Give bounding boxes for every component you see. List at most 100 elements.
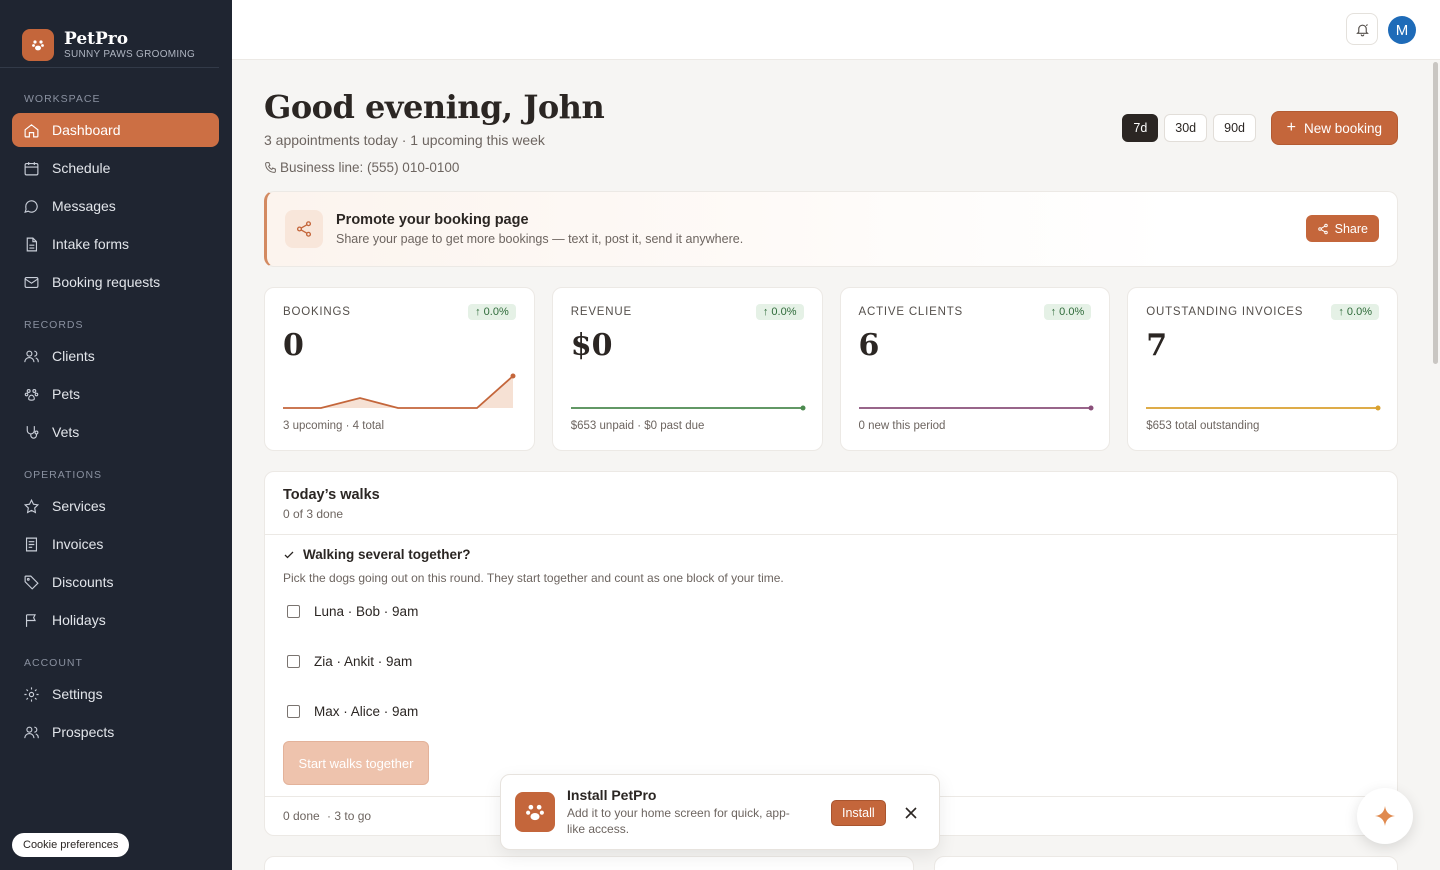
sidebar-item-label: Booking requests	[52, 274, 161, 290]
stat-foot: 3 upcoming · 4 total	[283, 420, 385, 432]
home-icon	[24, 123, 39, 137]
users-icon	[24, 350, 39, 362]
sidebar: PetPro SUNNY PAWS GROOMING WORKSPACE Das…	[0, 0, 232, 870]
appointments-summary: 3 appointments today · 1 upcoming this w…	[264, 132, 545, 148]
walks-done-count: 0 done	[283, 809, 320, 823]
walk-row[interactable]: Max · Alice · 9am	[283, 687, 1379, 735]
range-90d-button[interactable]: 90d	[1213, 114, 1256, 142]
walk-checkbox[interactable]	[287, 604, 300, 618]
walk-row-label: Luna · Bob · 9am	[314, 603, 419, 619]
walks-title: Today’s walks	[283, 487, 380, 503]
page-scrollbar[interactable]	[1433, 62, 1438, 364]
walk-row-label: Max · Alice · 9am	[314, 703, 419, 719]
plus-icon: +	[1286, 119, 1296, 136]
walk-checkbox[interactable]	[287, 654, 300, 668]
install-button[interactable]: Install	[831, 800, 886, 826]
sidebar-item-booking-requests[interactable]: Booking requests	[12, 265, 219, 299]
sidebar-item-messages[interactable]: Messages	[12, 189, 219, 223]
revenue-sparkline	[570, 405, 806, 411]
sidebar-item-schedule[interactable]: Schedule	[12, 151, 219, 185]
walk-row[interactable]: Luna · Bob · 9am	[283, 587, 1379, 635]
sparkle-icon	[1375, 806, 1395, 826]
share-label: Share	[1334, 221, 1368, 236]
stat-value: 6	[858, 328, 880, 363]
stat-label: REVENUE	[570, 306, 632, 318]
walks-header: Today’s walks 0 of 3 done	[265, 472, 1397, 535]
walk-together-title: Walking several together?	[303, 547, 471, 562]
stat-foot: $653 total outstanding	[1146, 420, 1260, 432]
stat-change-badge: ↑ 0.0%	[1331, 304, 1379, 320]
range-selector: 7d 30d 90d	[1122, 114, 1256, 142]
stat-value: 7	[1146, 328, 1168, 363]
sidebar-item-label: Invoices	[52, 536, 104, 552]
brand-name: PetPro	[64, 28, 129, 49]
sidebar-item-settings[interactable]: Settings	[12, 677, 219, 711]
bottom-card-right	[934, 856, 1398, 870]
sidebar-item-label: Services	[52, 498, 106, 514]
paw-logo-icon	[515, 792, 555, 832]
promo-title: Promote your booking page	[336, 212, 529, 228]
range-7d-button[interactable]: 7d	[1122, 114, 1159, 142]
brand[interactable]: PetPro SUNNY PAWS GROOMING	[0, 0, 219, 68]
stats-row: BOOKINGS ↑ 0.0% 0 3 upcoming · 4 total R…	[264, 287, 1398, 451]
stat-change-badge: ↑ 0.0%	[755, 304, 804, 320]
section-account: ACCOUNT	[24, 657, 83, 669]
invoices-sparkline	[1146, 405, 1381, 411]
flag-icon	[25, 613, 36, 627]
sidebar-item-pets[interactable]: Pets	[12, 377, 219, 411]
sidebar-item-dashboard[interactable]: Dashboard	[12, 113, 219, 147]
cookie-preferences-button[interactable]: Cookie preferences	[12, 833, 130, 857]
bottom-card-left	[264, 856, 914, 870]
close-icon[interactable]	[902, 804, 920, 822]
sidebar-item-clients[interactable]: Clients	[12, 339, 219, 373]
stat-value: 0	[283, 328, 304, 363]
stat-foot: $653 unpaid · $0 past due	[570, 420, 705, 432]
start-walks-together-button[interactable]: Start walks together	[283, 741, 429, 785]
walk-checkbox[interactable]	[287, 704, 300, 718]
walk-together-section: Walking several together? Pick the dogs …	[265, 535, 1397, 785]
users-icon	[24, 726, 39, 738]
stat-card-revenue[interactable]: REVENUE ↑ 0.0% $0 $653 unpaid · $0 past …	[551, 287, 823, 451]
sidebar-item-discounts[interactable]: Discounts	[12, 565, 219, 599]
sidebar-item-intake-forms[interactable]: Intake forms	[12, 227, 219, 261]
share-icon	[285, 210, 323, 248]
share-button[interactable]: Share	[1305, 215, 1379, 242]
sidebar-item-label: Discounts	[52, 574, 114, 590]
stat-value: $0	[570, 328, 613, 363]
sidebar-item-vets[interactable]: Vets	[12, 415, 219, 449]
sidebar-item-prospects[interactable]: Prospects	[12, 715, 219, 749]
range-30d-button[interactable]: 30d	[1164, 114, 1208, 142]
promo-banner: Promote your booking page Share your pag…	[264, 191, 1398, 267]
new-booking-button[interactable]: + New booking	[1270, 111, 1398, 145]
walk-row[interactable]: Zia · Ankit · 9am	[283, 637, 1379, 685]
share-icon	[1317, 223, 1328, 234]
walks-togo-count: · 3 to go	[327, 809, 372, 823]
stat-card-outstanding-invoices[interactable]: OUTSTANDING INVOICES ↑ 0.0% 7 $653 total…	[1127, 287, 1398, 451]
tag-icon	[24, 575, 39, 590]
notifications-button[interactable]	[1346, 13, 1378, 45]
sidebar-item-holidays[interactable]: Holidays	[12, 603, 219, 637]
sidebar-item-label: Prospects	[52, 724, 115, 740]
ai-assistant-button[interactable]	[1357, 788, 1413, 844]
brand-subtitle: SUNNY PAWS GROOMING	[64, 48, 196, 60]
stat-card-active-clients[interactable]: ACTIVE CLIENTS ↑ 0.0% 6 0 new this perio…	[839, 287, 1111, 451]
section-operations: OPERATIONS	[24, 469, 103, 481]
stethoscope-icon	[26, 425, 39, 439]
stat-label: ACTIVE CLIENTS	[858, 306, 963, 318]
avatar[interactable]: M	[1388, 16, 1416, 44]
stat-label: OUTSTANDING INVOICES	[1146, 306, 1304, 318]
document-icon	[26, 237, 38, 251]
receipt-icon	[25, 537, 38, 551]
sidebar-item-label: Schedule	[52, 160, 111, 176]
walk-together-toggle[interactable]: Walking several together?	[283, 547, 1379, 562]
stat-card-bookings[interactable]: BOOKINGS ↑ 0.0% 0 3 upcoming · 4 total	[264, 287, 535, 451]
sidebar-item-label: Dashboard	[52, 122, 121, 138]
sidebar-item-services[interactable]: Services	[12, 489, 219, 523]
sidebar-item-label: Settings	[52, 686, 103, 702]
business-line: Business line: (555) 010-0100	[264, 160, 1398, 175]
sidebar-item-label: Clients	[52, 348, 95, 364]
sidebar-item-invoices[interactable]: Invoices	[12, 527, 219, 561]
sidebar-item-label: Holidays	[52, 612, 106, 628]
stat-change-badge: ↑ 0.0%	[1043, 304, 1092, 320]
sidebar-item-label: Vets	[52, 424, 80, 440]
